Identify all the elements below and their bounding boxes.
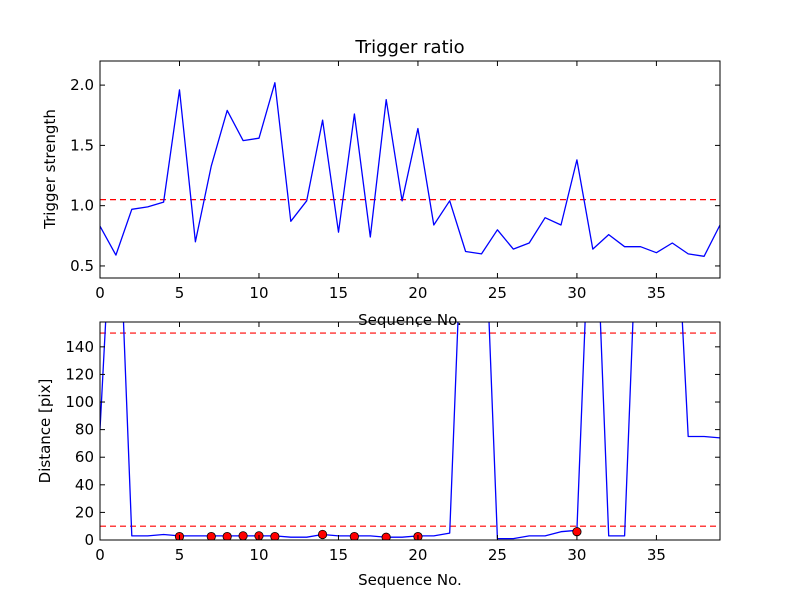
bottom-marker-point [349, 531, 359, 540]
top-x-tick-label: 30 [567, 284, 586, 302]
top-y-tick-label: 1.0 [70, 197, 94, 215]
bottom-chart-axes: 0 5 10 15 20 25 30 35 0 20 40 60 80 100 120 140 [65, 321, 721, 564]
bottom-y-tick-label: 120 [65, 365, 94, 383]
bottom-y-tick-label: 0 [84, 531, 94, 549]
top-chart-xlabel: Sequence No. [358, 311, 462, 329]
bottom-marker-point [238, 531, 248, 540]
bottom-y-tick-label: 40 [75, 476, 94, 494]
top-y-tick-label: 1.5 [70, 136, 94, 154]
top-axes-frame [99, 60, 721, 279]
bottom-y-tick-label: 20 [75, 503, 94, 521]
bottom-x-tick-label: 5 [175, 546, 185, 564]
top-chart-axes: 0 5 10 15 20 25 30 35 0.5 1.0 1.5 2.0 [70, 60, 721, 302]
bottom-series-line-0 [100, 322, 720, 540]
bottom-x-tick-label: 0 [95, 546, 105, 564]
bottom-chart-xlabel: Sequence No. [358, 571, 462, 589]
bottom-x-tick-label: 15 [329, 546, 348, 564]
top-chart-ylabel: Trigger strength [41, 109, 59, 230]
bottom-y-tick-label: 80 [75, 421, 94, 439]
top-x-tick-label: 5 [175, 284, 185, 302]
bottom-y-tick-label: 140 [65, 338, 94, 356]
top-x-tick-label: 15 [329, 284, 348, 302]
top-x-tick-label: 10 [249, 284, 268, 302]
bottom-marker-point [270, 531, 280, 540]
top-y-tick-label: 2.0 [70, 76, 94, 94]
bottom-marker-point [317, 529, 328, 540]
bottom-marker-point [572, 527, 582, 537]
bottom-marker-point [222, 531, 232, 540]
top-chart-title: Trigger ratio [354, 37, 464, 58]
top-x-tick-label: 35 [647, 284, 666, 302]
top-x-tick-label: 25 [488, 284, 507, 302]
top-series-line-0 [100, 82, 720, 257]
bottom-marker-point [206, 531, 216, 540]
bottom-axes-frame [99, 321, 721, 541]
bottom-y-tick-label: 100 [65, 393, 94, 411]
bottom-chart-ylabel: Distance [pix] [36, 379, 54, 484]
bottom-y-tick-label: 60 [75, 448, 94, 466]
top-x-tick-label: 0 [95, 284, 105, 302]
bottom-x-tick-label: 35 [647, 546, 666, 564]
bottom-x-tick-label: 25 [488, 546, 507, 564]
top-y-tick-label: 0.5 [70, 257, 94, 275]
bottom-plot-area [100, 322, 720, 540]
bottom-x-tick-label: 30 [567, 546, 586, 564]
top-plot-area [100, 82, 720, 257]
bottom-x-tick-label: 20 [408, 546, 427, 564]
bottom-x-tick-label: 10 [249, 546, 268, 564]
top-x-tick-label: 20 [408, 284, 427, 302]
bottom-marker-point [381, 532, 391, 540]
